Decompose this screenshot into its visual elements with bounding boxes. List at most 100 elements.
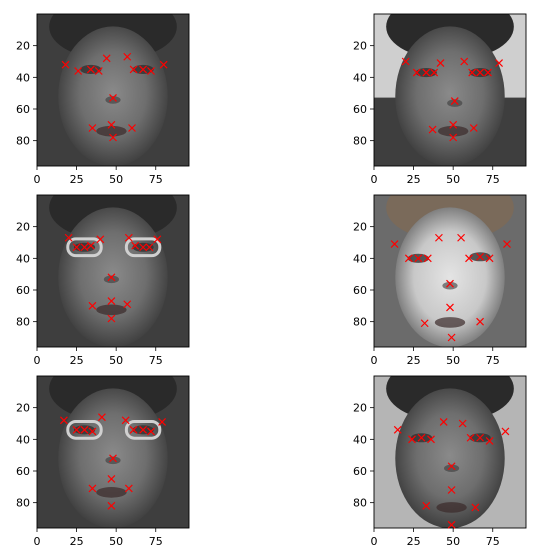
keypoint-marker bbox=[159, 60, 168, 69]
y-tick-label: 80 bbox=[16, 497, 30, 510]
keypoint-marker bbox=[88, 124, 97, 132]
x-tick-label: 0 bbox=[34, 354, 41, 367]
keypoint-marker bbox=[153, 235, 162, 244]
keypoint-marker bbox=[412, 68, 421, 77]
y-tick-label: 80 bbox=[353, 135, 367, 148]
keypoint-marker bbox=[96, 235, 105, 244]
keypoint-marker bbox=[457, 233, 466, 242]
y-tick-label: 60 bbox=[353, 284, 367, 297]
x-tick-label: 50 bbox=[446, 354, 460, 367]
y-tick-label: 40 bbox=[16, 433, 30, 446]
x-tick-label: 50 bbox=[109, 535, 123, 548]
keypoint-marker bbox=[123, 300, 132, 309]
keypoint-marker bbox=[107, 273, 116, 282]
x-tick-label: 0 bbox=[371, 173, 378, 186]
subplot-4: 0 25 50 75 20 40 60 80 bbox=[353, 194, 527, 367]
x-tick-label: 75 bbox=[149, 354, 163, 367]
subplot-1: 0 25 50 75 20 40 60 80 bbox=[16, 13, 190, 186]
keypoint-marker bbox=[131, 241, 140, 250]
keypoint-marker bbox=[422, 501, 431, 510]
keypoint-marker bbox=[422, 68, 431, 77]
x-tick-label: 25 bbox=[70, 354, 84, 367]
keypoint-marker bbox=[468, 68, 477, 77]
keypoint-marker bbox=[129, 65, 138, 74]
x-tick-label: 0 bbox=[371, 354, 378, 367]
subplot-6: 0 25 50 75 20 40 60 80 bbox=[353, 375, 527, 548]
x-tick-label: 50 bbox=[446, 173, 460, 186]
y-tick-label: 60 bbox=[16, 465, 30, 478]
keypoint-marker bbox=[417, 433, 426, 442]
keypoint-marker bbox=[72, 425, 81, 434]
keypoint-marker bbox=[401, 57, 410, 66]
keypoint-marker bbox=[80, 243, 89, 252]
face-image bbox=[37, 376, 189, 528]
y-tick-label: 80 bbox=[353, 316, 367, 329]
keypoint-marker bbox=[72, 243, 81, 252]
keypoint-marker bbox=[145, 243, 154, 252]
keypoint-marker bbox=[97, 413, 106, 422]
y-tick-label: 60 bbox=[16, 284, 30, 297]
keypoint-marker bbox=[128, 124, 136, 132]
keypoint-marker bbox=[430, 68, 439, 77]
keypoint-marker bbox=[88, 427, 97, 436]
x-tick-label: 0 bbox=[34, 173, 41, 186]
y-tick-label: 80 bbox=[16, 135, 30, 148]
keypoint-marker bbox=[428, 125, 437, 134]
keypoint-marker bbox=[449, 120, 458, 129]
axes-frame bbox=[36, 375, 190, 529]
keypoint-marker bbox=[121, 416, 130, 425]
x-tick-label: 0 bbox=[371, 535, 378, 548]
keypoint-marker bbox=[61, 60, 70, 69]
keypoint-marker bbox=[147, 427, 155, 436]
face-image bbox=[374, 195, 526, 347]
keypoint-marker bbox=[501, 427, 510, 436]
keypoint-marker bbox=[495, 59, 504, 68]
keypoint-marker bbox=[484, 68, 492, 77]
keypoint-marker bbox=[88, 484, 97, 493]
face-image bbox=[374, 376, 526, 528]
axes-frame bbox=[373, 13, 527, 167]
keypoint-marker bbox=[408, 435, 416, 444]
y-tick-label: 40 bbox=[353, 252, 367, 265]
keypoint-marker bbox=[485, 254, 494, 263]
x-tick-label: 25 bbox=[407, 173, 421, 186]
y-tick-label: 20 bbox=[16, 221, 30, 234]
x-tick-label: 25 bbox=[70, 173, 84, 186]
keypoint-marker bbox=[466, 433, 475, 442]
x-tick-label: 50 bbox=[109, 354, 123, 367]
subplot-3: 0 25 50 75 20 40 60 80 bbox=[16, 194, 190, 367]
y-tick-label: 60 bbox=[353, 103, 367, 116]
keypoint-marker bbox=[439, 417, 448, 426]
x-tick-label: 0 bbox=[34, 535, 41, 548]
keypoint-marker bbox=[446, 303, 454, 312]
keypoint-marker bbox=[420, 319, 429, 328]
keypoint-marker bbox=[423, 254, 432, 263]
keypoint-marker bbox=[129, 425, 138, 434]
y-tick-label: 80 bbox=[353, 497, 367, 510]
y-tick-label: 60 bbox=[353, 465, 367, 478]
keypoint-marker bbox=[158, 417, 167, 426]
y-tick-label: 40 bbox=[16, 71, 30, 84]
keypoint-marker bbox=[123, 52, 132, 61]
keypoint-marker bbox=[503, 240, 511, 249]
y-tick-label: 40 bbox=[16, 252, 30, 265]
keypoint-marker bbox=[124, 233, 133, 242]
y-tick-label: 40 bbox=[353, 71, 367, 84]
keypoint-marker bbox=[447, 462, 456, 471]
y-tick-label: 80 bbox=[16, 316, 30, 329]
keypoint-marker bbox=[447, 486, 456, 494]
keypoint-marker bbox=[109, 93, 117, 102]
keypoint-marker bbox=[476, 68, 485, 77]
y-tick-label: 60 bbox=[16, 103, 30, 116]
keypoint-marker bbox=[86, 241, 95, 250]
axes-frame bbox=[373, 194, 527, 348]
keypoint-marker bbox=[485, 436, 494, 445]
keypoint-marker bbox=[393, 425, 402, 434]
y-tick-label: 20 bbox=[353, 40, 367, 53]
axes-frame bbox=[36, 13, 190, 167]
keypoint-marker bbox=[109, 454, 117, 463]
keypoint-marker bbox=[59, 416, 68, 425]
x-tick-label: 75 bbox=[149, 173, 163, 186]
keypoint-marker bbox=[476, 317, 485, 326]
keypoint-marker bbox=[109, 133, 117, 142]
